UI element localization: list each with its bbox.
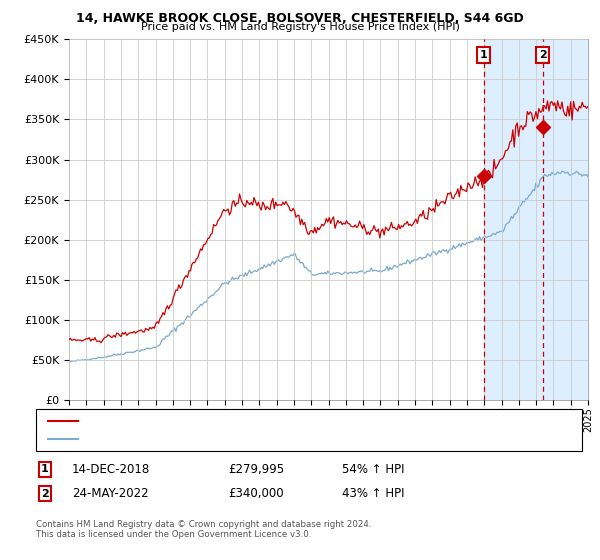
Text: Price paid vs. HM Land Registry's House Price Index (HPI): Price paid vs. HM Land Registry's House … <box>140 22 460 32</box>
Text: £340,000: £340,000 <box>228 487 284 501</box>
Bar <box>484 39 588 400</box>
Text: 14, HAWKE BROOK CLOSE, BOLSOVER, CHESTERFIELD, S44 6GD (detached house): 14, HAWKE BROOK CLOSE, BOLSOVER, CHESTER… <box>84 416 514 426</box>
Text: 2: 2 <box>41 489 49 499</box>
Text: HPI: Average price, detached house, Bolsover: HPI: Average price, detached house, Bols… <box>84 434 322 444</box>
Text: 1: 1 <box>479 50 487 60</box>
Text: £279,995: £279,995 <box>228 463 284 476</box>
Text: 14-DEC-2018: 14-DEC-2018 <box>72 463 150 476</box>
Text: 2: 2 <box>539 50 547 60</box>
Text: 54% ↑ HPI: 54% ↑ HPI <box>342 463 404 476</box>
Text: 1: 1 <box>41 464 49 474</box>
Text: 24-MAY-2022: 24-MAY-2022 <box>72 487 149 501</box>
Text: 14, HAWKE BROOK CLOSE, BOLSOVER, CHESTERFIELD, S44 6GD: 14, HAWKE BROOK CLOSE, BOLSOVER, CHESTER… <box>76 12 524 25</box>
Text: Contains HM Land Registry data © Crown copyright and database right 2024.
This d: Contains HM Land Registry data © Crown c… <box>36 520 371 539</box>
Text: 43% ↑ HPI: 43% ↑ HPI <box>342 487 404 501</box>
